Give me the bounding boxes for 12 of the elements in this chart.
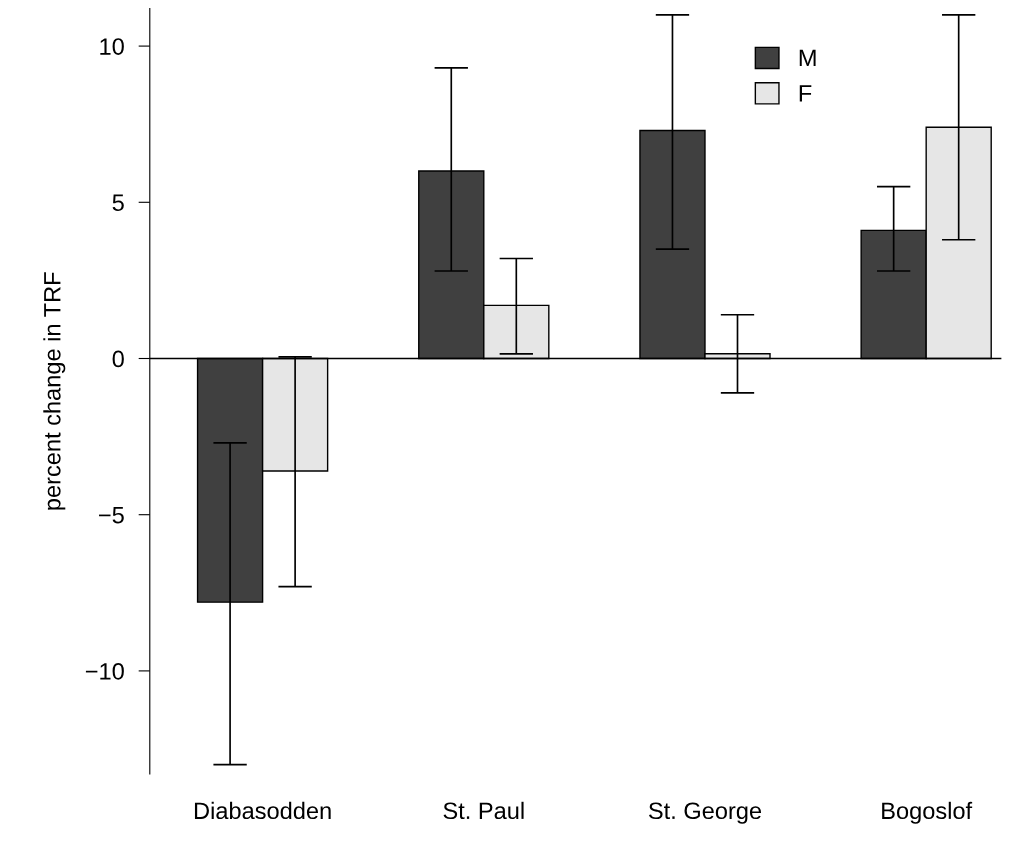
x-tick-label: St. George: [648, 802, 762, 824]
y-axis-title: percent change in TRF: [43, 272, 66, 510]
legend-label: F: [799, 85, 812, 102]
y-tick-label: −5: [99, 507, 124, 524]
y-tick-label: −10: [85, 662, 124, 680]
x-tick-label: Bogoslof: [882, 801, 973, 824]
x-tick-label: St. Paul: [443, 801, 524, 820]
x-tick-label: Diabasodden: [194, 801, 331, 820]
y-tick-label: 10: [100, 38, 124, 55]
legend-label: M: [799, 49, 816, 67]
y-tick-label: 0: [112, 350, 124, 368]
y-tick-label: 5: [112, 194, 124, 212]
